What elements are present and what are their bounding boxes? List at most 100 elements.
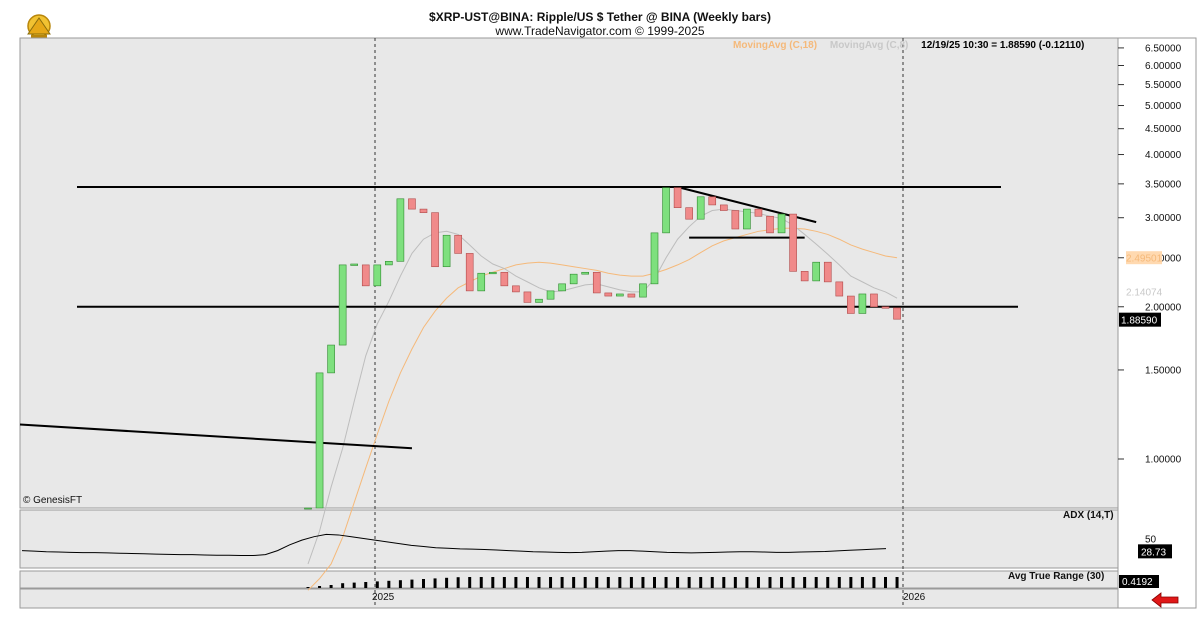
up-candle: [639, 283, 647, 298]
y-tick-label: 4.50000: [1145, 124, 1182, 135]
atr-bar: [387, 580, 391, 588]
y-tick-label: 1.00000: [1145, 454, 1182, 465]
ma-fast-legend: MovingAvg (C,8): [829, 40, 909, 51]
copyright-label: © GenesisFT: [23, 495, 83, 506]
atr-bar: [618, 577, 622, 588]
up-candle: [338, 264, 347, 346]
atr-bar: [352, 582, 356, 588]
atr-bar: [895, 577, 899, 588]
atr-bar: [549, 577, 553, 588]
up-candle: [558, 283, 566, 292]
atr-bar: [722, 577, 726, 588]
down-candle: [731, 210, 740, 230]
y-tick-label: 3.50000: [1145, 179, 1182, 190]
atr-bar: [502, 577, 506, 588]
ma-value-label: 2.49501: [1126, 254, 1163, 265]
down-candle: [708, 196, 717, 206]
adx-tick-label: 50: [1145, 535, 1157, 546]
chart-title: $XRP-UST@BINA: Ripple/US $ Tether @ BINA…: [429, 10, 771, 24]
down-candle: [604, 292, 613, 297]
down-candle: [835, 281, 844, 297]
atr-bar: [814, 577, 818, 588]
atr-bar: [583, 577, 587, 588]
ma-fast-line: [307, 208, 898, 565]
down-candle: [465, 253, 474, 292]
atr-bar: [860, 577, 864, 588]
up-candle: [385, 261, 393, 266]
last-price-label: 1.88590: [1121, 316, 1158, 327]
down-candle: [408, 198, 416, 210]
adx-line: [21, 533, 887, 557]
atr-bar: [572, 577, 576, 588]
down-candle: [789, 213, 797, 272]
atr-bar: [479, 577, 483, 588]
atr-bar: [514, 577, 518, 588]
atr-bar: [687, 577, 691, 588]
y-tick-label: 2.50000: [1145, 253, 1182, 264]
down-candle: [673, 187, 682, 208]
atr-panel: [19, 570, 1119, 589]
y-tick-label: 2.00000: [1145, 302, 1182, 313]
trade-navigator-logo-icon: [27, 14, 51, 39]
up-candle: [396, 198, 405, 262]
atr-bar: [606, 577, 610, 588]
up-candle: [477, 272, 486, 292]
trendline-long-downtrend: [19, 423, 413, 450]
atr-bar: [710, 577, 714, 588]
scroll-left-arrow-icon[interactable]: [1150, 592, 1180, 608]
up-candle: [569, 273, 578, 285]
down-candle: [454, 234, 462, 254]
up-candle: [777, 213, 786, 234]
atr-bar: [826, 577, 830, 588]
x-tick-label: 2026: [903, 592, 926, 603]
down-candle: [592, 271, 601, 294]
down-candle: [881, 306, 890, 309]
atr-bar: [664, 577, 668, 588]
atr-bar: [422, 579, 425, 588]
atr-value-box: [1119, 575, 1159, 588]
atr-bar: [849, 577, 853, 588]
down-candle: [800, 271, 809, 282]
down-candle: [627, 293, 636, 298]
up-candle: [650, 232, 659, 285]
atr-bar: [445, 577, 449, 588]
down-candle: [500, 271, 509, 287]
down-candle: [766, 215, 774, 234]
atr-bar: [433, 578, 437, 588]
up-candle: [662, 187, 670, 234]
up-candle: [315, 372, 324, 509]
atr-bar: [537, 577, 541, 588]
down-candle: [685, 207, 693, 220]
atr-bar: [491, 577, 495, 588]
down-candle: [431, 212, 439, 268]
ma-value-label: 2.14074: [1126, 287, 1163, 298]
up-candle: [350, 263, 359, 266]
atr-bar: [884, 577, 887, 588]
atr-bar: [329, 585, 333, 588]
y-tick-label: 6.50000: [1145, 43, 1182, 54]
up-candle: [373, 264, 382, 287]
atr-bar: [398, 580, 402, 588]
down-candle: [719, 204, 728, 211]
up-candle: [327, 344, 335, 374]
indicator-legend: MovingAvg (C,18) MovingAvg (C,8) 12/19/2…: [733, 40, 1084, 51]
y-tick-label: 6.00000: [1145, 61, 1182, 72]
up-candle: [304, 507, 312, 510]
down-candle: [523, 291, 532, 303]
up-candle: [581, 271, 590, 275]
adx-panel: [19, 509, 1119, 569]
down-candle: [512, 285, 520, 293]
atr-bar: [468, 577, 472, 588]
up-candle: [858, 293, 867, 314]
atr-bar: [560, 577, 564, 588]
down-candle: [847, 295, 855, 314]
down-candle: [419, 208, 428, 213]
atr-bar: [318, 586, 322, 588]
up-candle: [442, 234, 451, 268]
y-tick-label: 5.50000: [1145, 80, 1182, 91]
atr-bar: [595, 577, 599, 588]
ma-value-box: [1126, 284, 1162, 298]
atr-bar: [791, 577, 795, 588]
adx-value-box: [1138, 544, 1172, 559]
